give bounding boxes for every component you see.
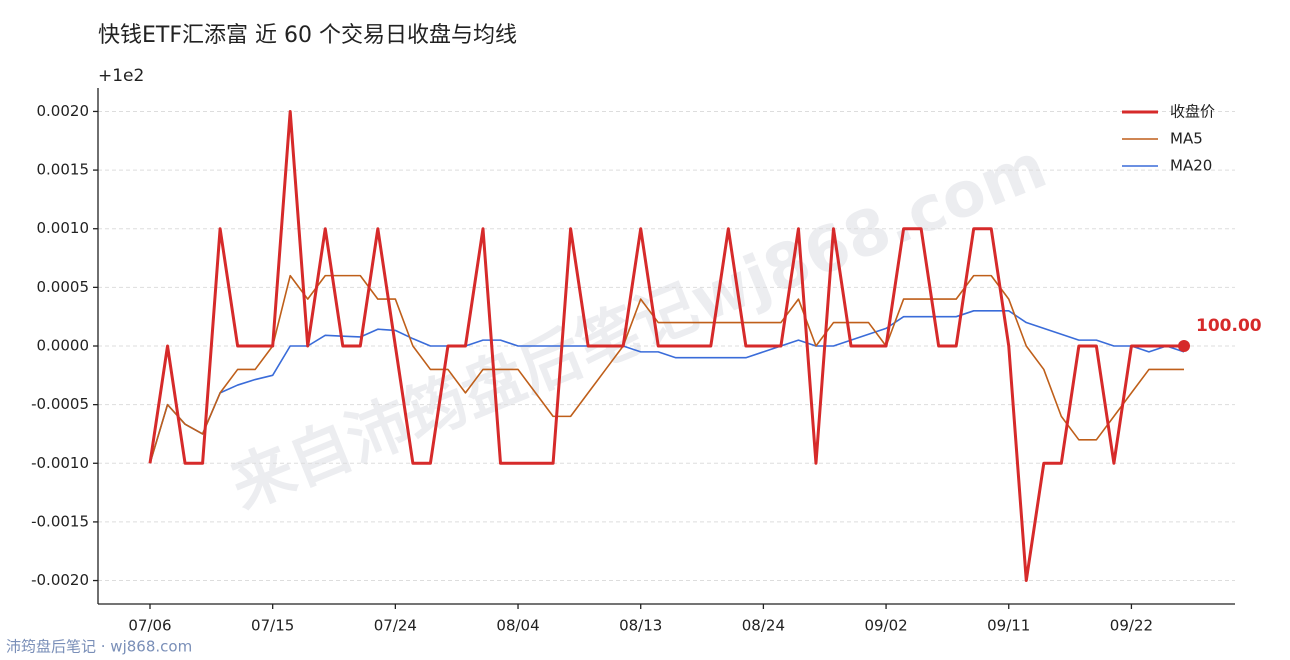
watermark: 来自沛筠盘后笔记wj868.com [221,129,1056,523]
footer: 沛筠盘后笔记 · wj868.com [6,638,192,656]
y-tick-label: 0.0000 [37,337,90,355]
legend-label: MA20 [1170,157,1212,175]
legend-label: 收盘价 [1170,103,1215,121]
x-tick-label: 08/24 [742,617,785,635]
y-tick-label: 0.0010 [37,219,90,237]
last-point [1178,340,1190,352]
y-tick-label: 0.0005 [37,278,90,296]
offset-label: +1e2 [98,66,144,86]
x-tick-label: 09/22 [1110,617,1153,635]
x-tick-label: 07/15 [251,617,294,635]
x-tick-label: 09/02 [864,617,907,635]
x-tick-label: 07/24 [374,617,417,635]
x-tick-label: 08/13 [619,617,662,635]
y-tick-label: 0.0020 [37,102,90,120]
y-tick-label: -0.0005 [31,395,89,413]
y-tick-label: -0.0010 [31,454,89,472]
y-tick-label: 0.0015 [37,161,90,179]
legend-label: MA5 [1170,130,1203,148]
annotation: 100.00 [1196,316,1262,336]
y-tick-label: -0.0015 [31,512,89,530]
x-tick-label: 07/06 [128,617,171,635]
x-tick-label: 09/11 [987,617,1030,635]
x-tick-label: 08/04 [496,617,539,635]
chart-title: 快钱ETF汇添富 近 60 个交易日收盘与均线 [98,23,517,48]
series-line [149,310,1185,464]
series-line [149,274,1184,464]
series-line [148,109,1184,583]
y-tick-label: -0.0020 [31,571,89,589]
